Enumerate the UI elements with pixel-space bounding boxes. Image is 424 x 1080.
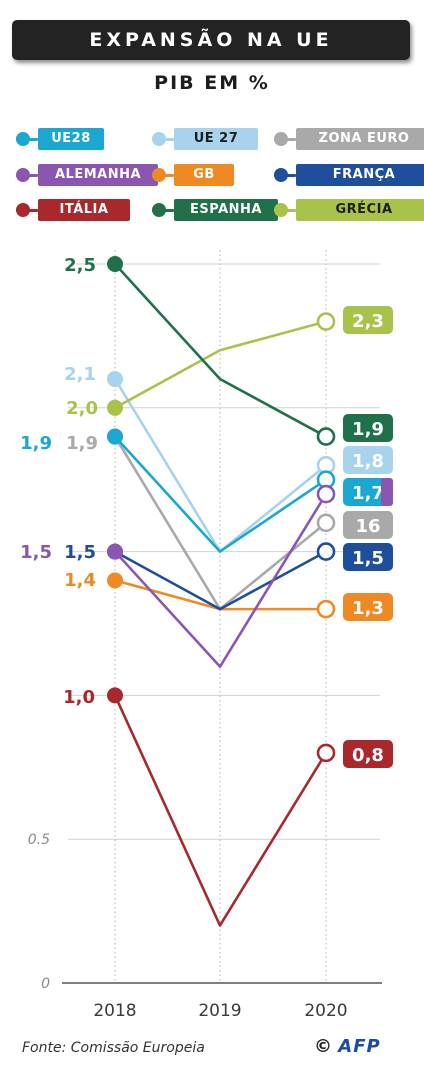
start-point-marker (107, 428, 123, 445)
legend-item: GRÉCIA (274, 199, 424, 221)
end-value-badge: 1,9 (343, 414, 393, 442)
y-tick-label: 0 (41, 976, 50, 992)
legend-marker (152, 168, 166, 182)
legend-marker (152, 203, 166, 217)
legend-marker (274, 203, 288, 217)
start-point-marker (107, 371, 123, 388)
end-point-marker (316, 312, 336, 331)
end-value-badge: 0,8 (343, 740, 393, 768)
start-value-label: 2,0 (66, 398, 98, 419)
legend-item: UE28 (16, 128, 104, 150)
legend-label: ITÁLIA (38, 199, 130, 221)
chart-subtitle: PIB EM % (154, 72, 270, 94)
end-value-box (343, 511, 393, 539)
series-line (113, 320, 328, 410)
end-point-marker (316, 599, 336, 619)
end-point-marker (316, 427, 336, 446)
series-line (113, 435, 328, 553)
legend-label: UE28 (38, 128, 104, 150)
copyright-symbol: © (314, 1036, 332, 1057)
start-point-marker (107, 399, 123, 416)
chart-legend: UE28 UE 27 ZONA EURO ALEMANHA GB FRANÇA ITÁLIA… (0, 0, 424, 240)
end-value-label: 1,8 (352, 451, 384, 472)
end-value-box (381, 478, 393, 506)
end-value-box (343, 306, 393, 334)
end-value-box (343, 593, 393, 621)
legend-marker (16, 168, 30, 182)
agency-credit: © AFP (314, 1036, 381, 1057)
legend-label: FRANÇA (296, 164, 424, 186)
start-value-label: 1,9 (66, 433, 98, 454)
start-point-marker (107, 572, 123, 589)
end-value-label: 1,5 (352, 548, 384, 569)
end-value-box (343, 543, 393, 571)
series-line (113, 262, 328, 438)
legend-marker (274, 132, 288, 146)
start-value-label: 1,9 (20, 433, 52, 454)
end-value-label: 16 (355, 516, 380, 537)
legend-marker (16, 203, 30, 217)
x-tick-label: 2020 (304, 1001, 347, 1021)
start-value-label: 2,1 (64, 364, 96, 385)
legend-marker (274, 168, 288, 182)
end-value-badge: 1,8 (343, 446, 393, 474)
end-value-box (343, 414, 393, 442)
start-value-label: 1,5 (64, 542, 96, 563)
series-line (113, 694, 328, 927)
start-point-marker (107, 687, 123, 704)
legend-item: ESPANHA (152, 199, 278, 221)
start-point-marker (107, 256, 123, 272)
end-value-label: 1,7 (352, 483, 384, 504)
legend-label: GRÉCIA (296, 199, 424, 221)
series-line (113, 492, 328, 668)
end-value-label: 0,8 (352, 745, 384, 766)
source-note: Fonte: Comissão Europeia (22, 1040, 205, 1056)
end-value-badge: 2,3 (343, 306, 393, 334)
legend-item: ALEMANHA (16, 164, 158, 186)
start-value-label: 2,5 (64, 255, 96, 276)
legend-item: FRANÇA (274, 164, 424, 186)
title-bar: EXPANSÃO NA UE (12, 20, 410, 60)
legend-item: ZONA EURO (274, 128, 424, 150)
end-value-badge (381, 478, 393, 506)
legend-item: GB (152, 164, 234, 186)
end-value-badge: 1,3 (343, 593, 393, 621)
start-value-label: 1,0 (63, 687, 95, 708)
end-point-marker (316, 542, 336, 561)
end-point-marker (316, 513, 336, 533)
start-value-label: 1,5 (20, 542, 52, 563)
start-value-label: 1,4 (64, 570, 96, 591)
legend-label: GB (174, 164, 234, 186)
end-value-badge: 1,5 (343, 543, 393, 571)
end-value-label: 1,9 (352, 419, 384, 440)
end-value-badge: 16 (343, 511, 393, 539)
x-tick-label: 2018 (93, 1001, 136, 1021)
series-line (113, 550, 328, 611)
legend-marker (16, 132, 30, 146)
legend-item: ITÁLIA (16, 199, 130, 221)
legend-label: ESPANHA (174, 199, 278, 221)
end-value-box (343, 478, 393, 506)
end-value-label: 1,3 (352, 598, 384, 619)
legend-item: UE 27 (152, 128, 258, 150)
legend-marker (152, 132, 166, 146)
end-point-marker (316, 743, 336, 763)
legend-label: UE 27 (174, 128, 258, 150)
end-value-box (343, 740, 393, 768)
y-tick-label: 0.5 (28, 832, 50, 848)
end-point-marker (316, 484, 336, 504)
legend-label: ZONA EURO (296, 128, 424, 150)
end-value-box (343, 446, 393, 474)
end-value-label: 2,3 (352, 311, 384, 332)
start-point-marker (107, 543, 123, 560)
afp-logo: AFP (338, 1036, 381, 1057)
legend-label: ALEMANHA (38, 164, 158, 186)
chart-title: EXPANSÃO NA UE (89, 29, 333, 51)
x-tick-label: 2019 (198, 1001, 241, 1021)
end-value-badge: 1,7 (343, 478, 393, 506)
